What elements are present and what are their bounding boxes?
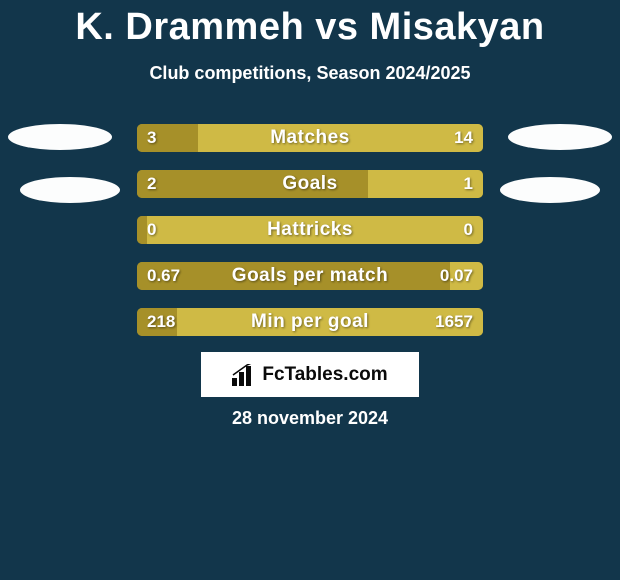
avatar-left-secondary (20, 177, 120, 203)
stat-row: Goals per match0.67 0.07 (137, 262, 483, 290)
provider-logo: FcTables.com (201, 352, 419, 397)
stat-right-value: 0 (464, 216, 473, 244)
stat-row: Hattricks0 0 (137, 216, 483, 244)
bars-icon (232, 364, 256, 386)
page-title: K. Drammeh vs Misakyan (0, 0, 620, 49)
stat-row: Min per goal218 1657 (137, 308, 483, 336)
stat-label: Matches (137, 124, 483, 152)
stat-row: Goals2 1 (137, 170, 483, 198)
stat-row: Matches3 14 (137, 124, 483, 152)
avatar-right-primary (508, 124, 612, 150)
stat-label: Goals (137, 170, 483, 198)
stat-right-value: 1657 (435, 308, 473, 336)
avatar-left-primary (8, 124, 112, 150)
stat-right-value: 0.07 (440, 262, 473, 290)
stat-left-value: 3 (147, 124, 156, 152)
comparison-bars: Matches3 14 Goals2 1 Hattricks0 0 Goals per ma… (137, 124, 483, 354)
page-subtitle: Club competitions, Season 2024/2025 (0, 63, 620, 84)
footer-date: 28 november 2024 (0, 408, 620, 429)
stat-left-value: 0 (147, 216, 156, 244)
stat-right-value: 14 (454, 124, 473, 152)
provider-logo-text: FcTables.com (262, 364, 387, 386)
stat-left-value: 2 (147, 170, 156, 198)
stat-left-value: 0.67 (147, 262, 180, 290)
stat-label: Hattricks (137, 216, 483, 244)
stat-left-value: 218 (147, 308, 175, 336)
stat-label: Min per goal (137, 308, 483, 336)
stat-label: Goals per match (137, 262, 483, 290)
stat-right-value: 1 (464, 170, 473, 198)
avatar-right-secondary (500, 177, 600, 203)
